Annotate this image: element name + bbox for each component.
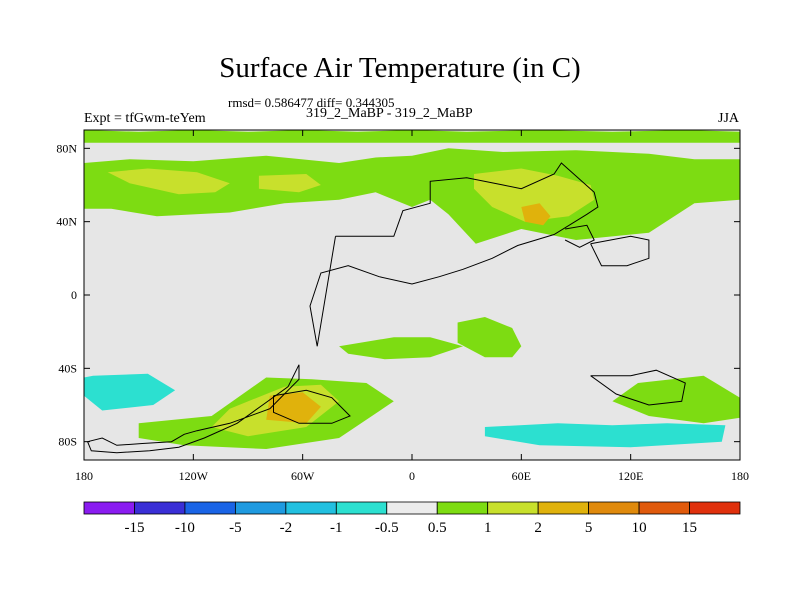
- colorbar-swatch-8: [487, 501, 539, 515]
- contour-region-5: [521, 203, 551, 226]
- x-tick-label-2: 60W: [291, 469, 315, 483]
- contour-region-3: [258, 174, 321, 193]
- x-tick-label-1: 120W: [179, 469, 209, 483]
- contour-region-6: [339, 337, 463, 360]
- colorbar-label-11: 15: [682, 520, 697, 536]
- colorbar-label-2: -5: [229, 520, 242, 536]
- experiment-label: Expt = tfGwm-teYem: [84, 111, 206, 126]
- stats-label: rmsd= 0.586477 diff= 0.344305: [228, 95, 395, 110]
- colorbar-label-8: 2: [534, 520, 542, 536]
- coastline-1: [86, 364, 300, 454]
- coastline-2: [273, 389, 351, 424]
- contour-region-12: [84, 373, 176, 411]
- x-tick-label-3: 0: [409, 469, 415, 483]
- x-tick-label-6: 180: [731, 469, 749, 483]
- colorbar-swatch-5: [335, 501, 388, 515]
- colorbar-swatch-2: [184, 501, 236, 515]
- colorbar-swatch-6: [386, 501, 438, 515]
- colorbar-swatch-1: [134, 501, 186, 515]
- colorbar-label-4: -1: [330, 520, 343, 536]
- contour-region-2: [107, 168, 230, 195]
- x-tick-label-4: 60E: [512, 469, 531, 483]
- colorbar-swatch-3: [234, 501, 287, 515]
- colorbar-swatch-10: [588, 501, 640, 515]
- coastline-0: [309, 162, 599, 347]
- colorbar-swatch-0: [83, 501, 135, 515]
- season-label: JJA: [718, 111, 740, 126]
- x-tick-label-5: 120E: [618, 469, 643, 483]
- chart-title: Surface Air Temperature (in C): [219, 52, 581, 84]
- y-tick-label-2: 0: [71, 288, 77, 302]
- y-tick-label-1: 40N: [56, 215, 77, 229]
- contour-region-13: [484, 423, 726, 448]
- colorbar-label-5: -0.5: [375, 520, 399, 536]
- colorbar-swatch-11: [638, 501, 690, 515]
- colorbar-swatch-7: [436, 501, 489, 515]
- colorbar-label-10: 10: [632, 520, 647, 536]
- contour-region-4: [474, 168, 595, 222]
- y-tick-label-4: 80S: [58, 435, 77, 449]
- contour-region-7: [457, 317, 522, 358]
- colorbar-label-0: -15: [124, 520, 144, 536]
- y-tick-label-0: 80N: [56, 141, 77, 155]
- colorbar-swatch-12: [689, 501, 741, 515]
- colorbar-label-6: 0.5: [428, 520, 447, 536]
- colorbar-label-7: 1: [484, 520, 492, 536]
- colorbar-swatch-4: [285, 501, 337, 515]
- coastline-5: [590, 235, 650, 267]
- contour-region-11: [612, 375, 740, 424]
- colorbar-label-3: -2: [280, 520, 293, 536]
- coastline-3: [590, 369, 686, 406]
- colorbar-label-9: 5: [585, 520, 593, 536]
- colorbar-swatch-9: [537, 501, 590, 515]
- contour-region-0: [84, 148, 740, 244]
- coastline-4: [564, 224, 595, 248]
- comparison-label: 319_2_MaBP - 319_2_MaBP: [306, 106, 473, 121]
- y-tick-label-3: 40S: [58, 361, 77, 375]
- colorbar-label-1: -10: [175, 520, 195, 536]
- contour-region-1: [84, 130, 740, 143]
- x-tick-label-0: 180: [75, 469, 93, 483]
